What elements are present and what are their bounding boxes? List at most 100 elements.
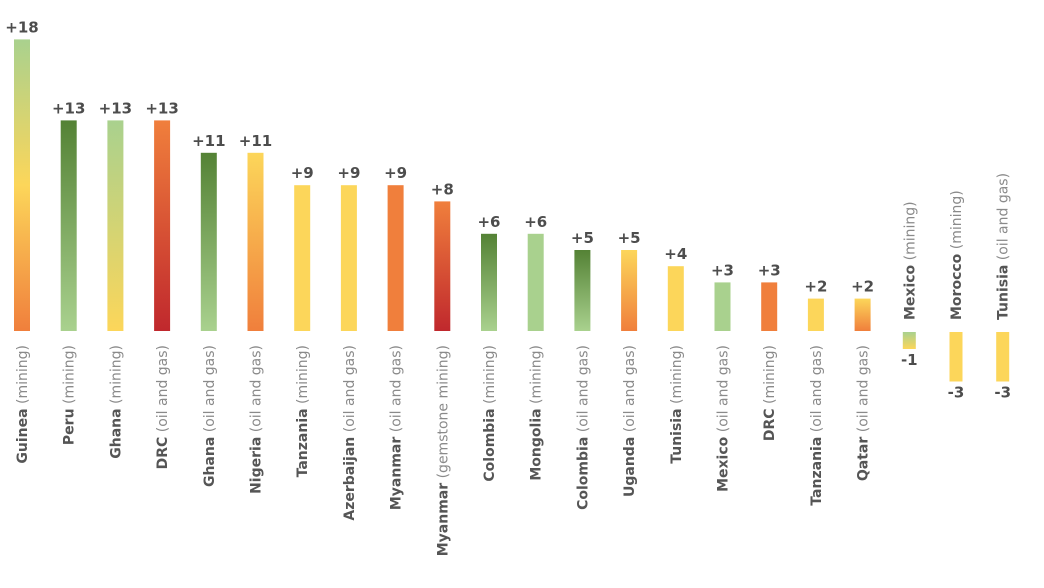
category-label-6: Nigeria (oil and gas) [249,345,265,494]
category-name-9: Myanmar [389,437,405,511]
bars-layer [14,39,1010,382]
category-label-8: Azerbaijan (oil and gas) [342,345,358,521]
category-name-4: DRC [155,437,171,470]
bar-12 [527,233,544,331]
category-sector-22: (oil and gas) [996,173,1012,265]
category-label-17: DRC (mining) [762,345,778,441]
value-label-1: +18 [5,18,38,36]
category-label-21: Morocco (mining) [949,190,965,320]
value-label-6: +11 [239,132,272,150]
category-label-13: Colombia (oil and gas) [575,345,591,510]
category-name-3: Ghana [108,408,124,458]
category-label-16: Mexico (oil and gas) [716,345,732,492]
category-sector-11: (mining) [482,345,498,408]
bar-4 [154,120,171,332]
value-label-7: +9 [291,164,314,182]
category-sector-9: (oil and gas) [389,345,405,437]
bar-5 [200,152,217,331]
value-label-9: +9 [384,164,407,182]
category-name-6: Nigeria [249,437,265,494]
category-sector-13: (oil and gas) [575,345,591,437]
bar-21 [949,332,963,382]
category-label-1: Guinea (mining) [15,345,31,464]
category-name-21: Morocco [949,253,965,320]
bar-14 [621,250,638,331]
category-labels-layer: Guinea (mining)Peru (mining)Ghana (minin… [15,173,1012,556]
category-label-14: Uganda (oil and gas) [622,345,638,497]
category-sector-10: (gemstone mining) [435,345,451,483]
bar-18 [807,298,824,331]
bar-6 [247,152,264,331]
category-sector-8: (oil and gas) [342,345,358,437]
category-name-22: Tunisia [996,265,1012,320]
category-sector-4: (oil and gas) [155,345,171,437]
category-label-15: Tunisia (mining) [669,345,685,464]
value-label-11: +6 [477,213,500,231]
bar-22 [996,332,1010,382]
value-label-22: -3 [994,384,1011,402]
value-label-13: +5 [571,229,594,247]
value-label-19: +2 [851,278,874,296]
bar-8 [340,185,357,331]
category-label-7: Tanzania (mining) [295,345,311,477]
category-sector-1: (mining) [15,345,31,408]
category-label-5: Ghana (oil and gas) [202,345,218,487]
value-label-8: +9 [337,164,360,182]
category-name-18: Tanzania [809,437,825,506]
bar-13 [574,250,591,331]
bar-10 [434,201,451,331]
category-sector-17: (mining) [762,345,778,408]
category-name-19: Qatar [856,437,872,481]
bar-11 [481,233,497,331]
category-name-20: Mexico [902,264,918,320]
category-sector-14: (oil and gas) [622,345,638,437]
category-label-22: Tunisia (oil and gas) [996,173,1012,320]
category-name-7: Tanzania [295,408,311,477]
category-sector-2: (mining) [62,345,78,408]
value-label-5: +11 [192,132,225,150]
category-name-5: Ghana [202,437,218,487]
category-sector-20: (mining) [902,201,918,264]
category-sector-3: (mining) [108,345,124,408]
value-label-16: +3 [711,261,734,279]
category-name-17: DRC [762,408,778,441]
category-sector-21: (mining) [949,190,965,253]
category-name-14: Uganda [622,437,638,497]
category-sector-18: (oil and gas) [809,345,825,437]
category-name-2: Peru [62,408,78,445]
category-name-12: Mongolia [529,408,545,480]
category-sector-12: (mining) [529,345,545,408]
category-label-11: Colombia (mining) [482,345,498,482]
bar-19 [854,298,871,331]
category-name-1: Guinea [15,408,31,463]
category-sector-19: (oil and gas) [856,345,872,437]
value-labels-layer: +18 +13 +13 +13 +11 +11 +9 +9 +9 +8 +6 +6 +5 +5 +4 +3 +3… [5,18,1011,401]
category-label-4: DRC (oil and gas) [155,345,171,469]
category-label-10: Myanmar (gemstone mining) [435,345,451,556]
category-label-12: Mongolia (mining) [529,345,545,481]
value-label-12: +6 [524,213,547,231]
category-sector-5: (oil and gas) [202,345,218,437]
category-name-11: Colombia [482,408,498,481]
bar-16 [714,282,731,331]
value-label-15: +4 [664,245,687,263]
value-label-4: +13 [145,99,178,117]
category-name-16: Mexico [716,436,732,492]
bar-3 [107,120,124,332]
value-label-10: +8 [431,180,454,198]
bar-9 [387,185,404,331]
category-name-13: Colombia [575,437,591,510]
bar-2 [60,120,77,332]
bar-17 [761,282,778,331]
category-label-20: Mexico (mining) [902,201,918,320]
value-label-3: +13 [99,99,132,117]
bar-20 [902,332,916,349]
value-label-21: -3 [948,384,965,402]
value-label-18: +2 [804,278,827,296]
category-label-19: Qatar (oil and gas) [856,345,872,481]
value-label-20: -1 [901,351,918,369]
category-label-3: Ghana (mining) [108,345,124,459]
category-sector-6: (oil and gas) [249,345,265,437]
value-label-17: +3 [758,261,781,279]
